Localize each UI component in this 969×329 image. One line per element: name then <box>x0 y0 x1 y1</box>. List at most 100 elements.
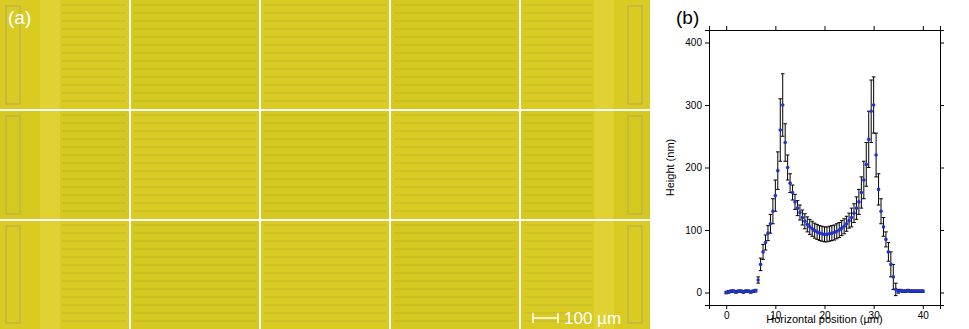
error-bar-cap <box>877 173 881 174</box>
bus-bar <box>40 110 60 220</box>
error-bar-cap <box>808 234 812 235</box>
electrode-line <box>264 84 386 85</box>
electrode-line <box>394 154 516 155</box>
electrode-line <box>62 162 126 163</box>
data-point <box>850 216 854 220</box>
electrode-line <box>524 20 592 21</box>
electrode-line <box>264 154 386 155</box>
data-marks <box>724 74 924 296</box>
micrograph-tile <box>390 110 520 220</box>
contact-pad <box>6 116 20 214</box>
error-bar-cap <box>803 228 807 229</box>
error-bar-cap <box>862 161 866 162</box>
electrode-line <box>264 68 386 69</box>
error-bar-cap <box>837 237 841 238</box>
error-bar-cap <box>847 213 851 214</box>
error-bar <box>877 174 881 205</box>
panel-label: (b) <box>676 7 699 28</box>
contact-pad <box>628 226 642 323</box>
electrode-line <box>62 178 126 179</box>
electrode-line <box>62 12 126 13</box>
electrode-line <box>394 264 516 265</box>
electrode-line <box>264 312 386 313</box>
electrode-line <box>394 320 516 321</box>
data-point <box>754 289 758 293</box>
electrode-line <box>524 256 592 257</box>
error-bar-cap <box>862 198 866 199</box>
error-bar <box>887 243 891 262</box>
error-bar-cap <box>778 161 782 162</box>
electrode-line <box>394 224 516 225</box>
tick-mark <box>775 305 776 309</box>
electrode-line <box>62 60 126 61</box>
error-bar <box>754 289 758 292</box>
electrode-line <box>524 36 592 37</box>
electrode-line <box>394 240 516 241</box>
error-bar-cap <box>791 185 795 186</box>
error-bar-cap <box>840 235 844 236</box>
error-bar-cap <box>833 240 837 241</box>
tick-mark <box>923 26 924 30</box>
electrode-line <box>394 288 516 289</box>
electrode-line <box>264 100 386 101</box>
electrode-line <box>394 100 516 101</box>
electrode-line <box>524 186 592 187</box>
electrode-line <box>264 202 386 203</box>
error-bar-cap <box>781 136 785 137</box>
micrograph-tile <box>390 220 520 329</box>
electrode-line <box>134 296 256 297</box>
tick-label: 40 <box>918 310 930 321</box>
error-bar-cap <box>805 216 809 217</box>
electrode-line <box>524 52 592 53</box>
error-bar-cap <box>842 233 846 234</box>
y-axis-title: Height (nm) <box>664 139 676 196</box>
electrode-line <box>524 248 592 249</box>
data-point <box>774 194 778 198</box>
electrode-line <box>524 138 592 139</box>
electrode-line <box>134 52 256 53</box>
bus-bar <box>40 0 60 110</box>
electrode-line <box>264 186 386 187</box>
electrode-line <box>134 194 256 195</box>
electrode-line <box>134 240 256 241</box>
electrode-line <box>524 114 592 115</box>
y-axis-right <box>940 31 944 306</box>
error-bar <box>786 155 790 180</box>
error-bar-cap <box>761 259 765 260</box>
scale-bar: 100 µm <box>533 309 621 328</box>
error-bar-cap <box>766 225 770 226</box>
tick <box>923 26 924 30</box>
electrode-line <box>394 162 516 163</box>
electrode-line <box>264 272 386 273</box>
tile-separator <box>0 109 650 111</box>
data-point <box>769 222 773 226</box>
data-point <box>778 128 782 132</box>
electrode-line <box>264 52 386 53</box>
error-bar-cap <box>776 151 780 152</box>
electrode-line <box>134 36 256 37</box>
micrograph-tile <box>260 220 390 329</box>
error-bar <box>769 214 773 233</box>
error-bar <box>803 214 807 229</box>
electrode-line <box>524 240 592 241</box>
error-bar-cap <box>855 196 859 197</box>
error-bar-cap <box>813 238 817 239</box>
electrode-line <box>62 272 126 273</box>
electrode-line <box>524 296 592 297</box>
error-bar <box>882 218 886 237</box>
electrode-line <box>62 256 126 257</box>
bus-bar <box>594 0 614 110</box>
electrode-line <box>264 288 386 289</box>
error-bar-cap <box>793 194 797 195</box>
data-point <box>766 231 770 235</box>
electrode-line <box>62 210 126 211</box>
electrode-line <box>264 256 386 257</box>
electrode-line <box>394 76 516 77</box>
data-point <box>889 263 893 267</box>
error-bar <box>783 124 787 162</box>
electrode-line <box>524 272 592 273</box>
tick <box>940 43 944 44</box>
error-bar-cap <box>882 236 886 237</box>
error-bar <box>867 111 871 167</box>
electrode-line <box>62 202 126 203</box>
